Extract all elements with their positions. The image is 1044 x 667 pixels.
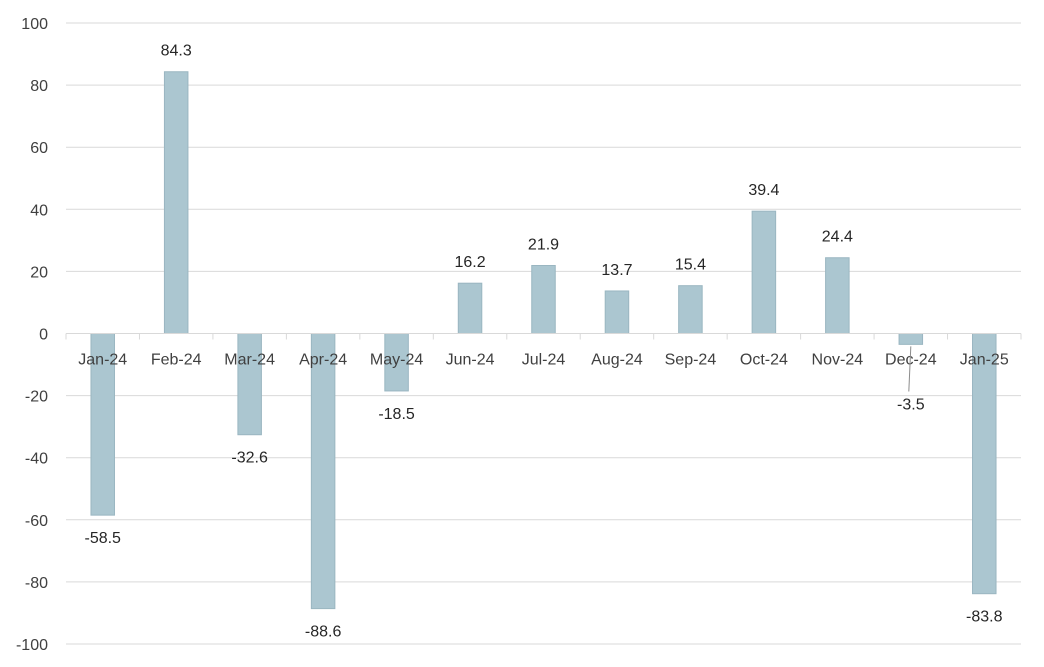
bar	[898, 333, 924, 345]
x-tick-label: Dec-24	[885, 352, 937, 369]
bar	[972, 333, 997, 595]
x-tick-label: Mar-24	[224, 352, 275, 369]
bar	[678, 285, 703, 335]
bar	[163, 71, 189, 334]
data-label: 21.9	[528, 237, 559, 254]
data-label: -88.6	[305, 624, 342, 641]
data-labels: -58.5 84.3 -32.6 -88.6 -18.5 16.2 21.9 13.7 15.4…	[84, 43, 1002, 641]
data-label: -83.8	[966, 609, 1003, 626]
y-axis-tick-labels: 100 80 60 40 20 0 -20 -40 -60 -80 -100	[16, 16, 48, 654]
data-label: 84.3	[161, 43, 192, 60]
x-tick-label: Jan-25	[960, 352, 1009, 369]
bars	[90, 71, 997, 610]
y-tick-label: -80	[25, 575, 48, 592]
x-tick-label: Jun-24	[446, 352, 495, 369]
x-tick-label: Nov-24	[812, 352, 864, 369]
bar	[825, 257, 850, 335]
y-tick-label: 40	[30, 202, 48, 219]
data-label: 24.4	[822, 229, 853, 246]
data-label: -58.5	[84, 530, 121, 547]
data-label: 39.4	[748, 182, 779, 199]
bar	[310, 333, 336, 610]
x-tick-label: Oct-24	[740, 352, 788, 369]
bar	[237, 333, 262, 436]
y-tick-label: -20	[25, 389, 48, 406]
y-tick-label: 60	[30, 140, 48, 157]
zero-axis-line	[65, 333, 1022, 340]
y-tick-label: -60	[25, 513, 48, 530]
leader-line	[908, 346, 912, 392]
x-tick-label: Aug-24	[591, 352, 643, 369]
y-tick-label: -100	[16, 637, 48, 654]
x-axis-tick-labels: Jan-24 Feb-24 Mar-24 Apr-24 May-24 Jun-24 Jul-…	[78, 352, 1009, 369]
data-label: -18.5	[378, 406, 415, 423]
data-label: -32.6	[231, 450, 268, 467]
data-label: -3.5	[897, 397, 925, 414]
x-tick-label: Feb-24	[151, 352, 202, 369]
y-tick-label: 80	[30, 78, 48, 95]
data-label: 13.7	[601, 262, 632, 279]
y-tick-label: 100	[21, 16, 48, 33]
x-tick-label: Apr-24	[299, 352, 347, 369]
bar	[604, 290, 630, 334]
bar	[457, 282, 483, 335]
x-tick-label: May-24	[370, 352, 423, 369]
x-tick-label: Jul-24	[522, 352, 566, 369]
x-tick-label: Sep-24	[665, 352, 717, 369]
y-tick-label: -40	[25, 451, 48, 468]
x-tick-label: Jan-24	[78, 352, 127, 369]
y-tick-label: 0	[39, 327, 48, 344]
y-tick-label: 20	[30, 264, 48, 281]
data-label: 15.4	[675, 257, 706, 274]
bar	[531, 265, 556, 334]
bar	[751, 210, 777, 334]
data-label: 16.2	[454, 254, 485, 271]
